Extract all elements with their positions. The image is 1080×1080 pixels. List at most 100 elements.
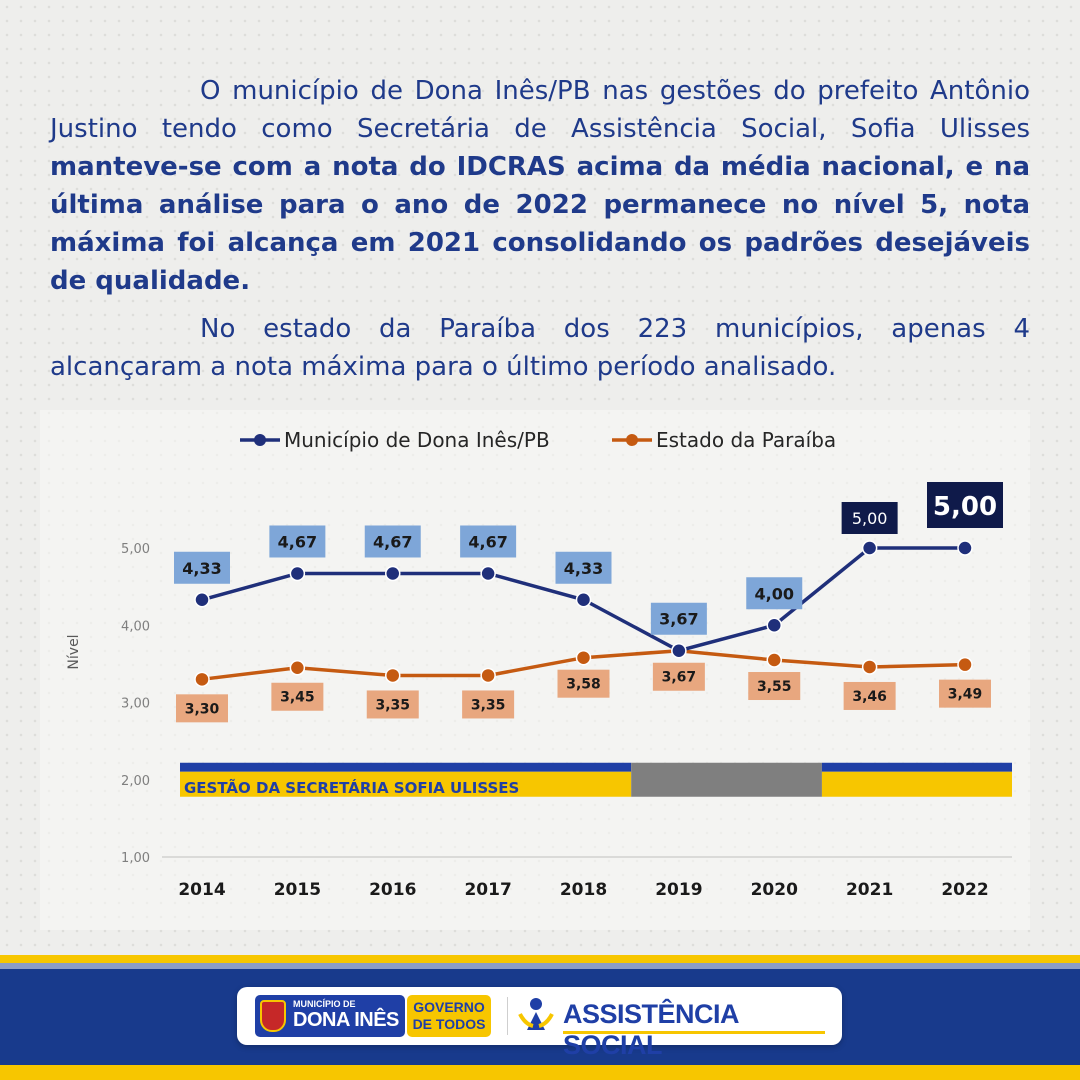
gestao-band-yellow-segment — [180, 771, 632, 797]
legend-municipio-marker — [254, 434, 266, 446]
intro-bold-text: manteve-se com a nota do IDCRAS acima da… — [50, 152, 1030, 296]
logo-divider — [507, 997, 508, 1035]
y-tick-label: 2,00 — [121, 774, 150, 789]
estado-label-box — [939, 679, 991, 708]
municipio-label-box — [555, 551, 612, 584]
footer-stripe-light — [0, 963, 1080, 969]
municipio-label-box — [746, 577, 803, 610]
estado-data-label: 3,46 — [852, 689, 887, 705]
x-tick-label: 2022 — [941, 880, 988, 900]
y-tick-label: 4,00 — [121, 619, 150, 634]
gestao-band-blue-segment — [180, 762, 632, 772]
municipio-series-point — [766, 617, 782, 633]
estado-label-box — [843, 681, 896, 710]
municipio-data-label: 5,00 — [852, 509, 888, 528]
municipio-data-label: 4,33 — [182, 559, 221, 578]
municipio-small-label: MUNICÍPIO DE — [293, 999, 356, 1009]
legend-estado-label: Estado da Paraíba — [656, 428, 836, 452]
footer-stripe — [0, 955, 1080, 963]
municipio-label-box — [269, 525, 326, 558]
x-tick-label: 2016 — [369, 880, 416, 900]
municipio-highlight-box — [841, 502, 898, 534]
estado-series-point — [194, 671, 210, 688]
logo-bar: MUNICÍPIO DE DONA INÊS GOVERNO DE TODOS … — [237, 987, 842, 1060]
gestao-band-gray-segment — [631, 762, 822, 797]
x-tick-label: 2017 — [464, 880, 511, 900]
estado-series-point — [289, 659, 306, 676]
municipio-series-point — [671, 642, 687, 659]
municipio-label-box — [650, 602, 707, 635]
estado-label-box — [557, 669, 610, 698]
municipio-data-label: 5,00 — [933, 492, 997, 522]
municipio-series-point — [289, 565, 306, 582]
intro-paragraph: O município de Dona Inês/PB nas gestões … — [50, 72, 1030, 300]
estado-data-label: 3,35 — [471, 697, 506, 713]
intro-text: O município de Dona Inês/PB nas gestões … — [50, 76, 1030, 144]
assistencia-underline — [563, 1031, 825, 1034]
state-text: No estado da Paraíba dos 223 municípios,… — [50, 314, 1030, 382]
governo-line1: GOVERNO — [413, 999, 485, 1015]
crest-icon — [260, 1000, 286, 1032]
municipio-label-box — [364, 525, 421, 558]
municipio-data-label: 4,67 — [278, 532, 317, 551]
legend-estado-marker — [626, 434, 638, 446]
estado-data-label: 3,58 — [566, 677, 601, 693]
idcras-chart: 1,00 2,00 3,00 4,00 5,00 Nível 2014 2015 2016 201… — [66, 428, 1012, 900]
municipio-series-point — [194, 592, 210, 608]
governo-logo: GOVERNO DE TODOS — [407, 995, 491, 1037]
estado-data-label: 3,67 — [662, 670, 697, 686]
legend-municipio-label: Município de Dona Inês/PB — [284, 428, 550, 452]
estado-label-box — [366, 690, 419, 719]
municipio-label-box — [460, 525, 517, 558]
municipio-series-point — [575, 592, 592, 608]
gestao-band-blue-segment — [821, 762, 1012, 772]
chart-area: 1,00 2,00 3,00 4,00 5,00 Nível 2014 2015 2016 201… — [40, 410, 1030, 930]
municipio-series-point — [480, 565, 496, 582]
assistencia-social-icon — [518, 998, 554, 1030]
estado-data-label: 3,35 — [375, 697, 410, 713]
estado-label-box — [748, 672, 801, 701]
estado-data-label: 3,45 — [280, 690, 315, 706]
governo-line2: DE TODOS — [412, 1016, 486, 1032]
y-tick-label: 3,00 — [121, 697, 150, 712]
municipio-data-label: 4,67 — [373, 532, 412, 551]
municipio-series-point — [385, 565, 401, 582]
municipio-logo: MUNICÍPIO DE DONA INÊS — [255, 995, 405, 1037]
municipio-data-label: 4,33 — [564, 559, 603, 578]
municipio-data-label: 4,67 — [468, 532, 507, 551]
y-tick-label: 1,00 — [121, 851, 150, 866]
y-tick-label: 5,00 — [121, 542, 150, 557]
x-tick-label: 2015 — [274, 880, 321, 900]
x-tick-label: 2018 — [560, 880, 607, 900]
municipio-data-label: 4,00 — [755, 584, 794, 603]
x-tick-label: 2014 — [178, 880, 225, 900]
estado-series-point — [957, 656, 973, 673]
estado-label-box — [652, 662, 705, 691]
municipio-highlight-box — [927, 482, 1003, 528]
estado-data-label: 3,55 — [757, 679, 792, 695]
municipio-series-point — [861, 540, 878, 556]
municipio-data-label: 3,67 — [659, 610, 698, 629]
gestao-band-yellow-segment — [821, 771, 1012, 797]
estado-series-point — [575, 649, 592, 666]
estado-series-point — [480, 667, 496, 684]
estado-label-box — [462, 690, 515, 719]
assistencia-social-label: ASSISTÊNCIA SOCIAL — [563, 999, 739, 1060]
x-tick-label: 2019 — [655, 880, 702, 900]
municipio-label-box — [174, 551, 230, 584]
gestao-band-label: GESTÃO DA SECRETÁRIA SOFIA ULISSES — [184, 778, 519, 797]
y-axis-label: Nível — [66, 634, 82, 669]
municipio-name: DONA INÊS — [293, 1009, 399, 1031]
estado-series-point — [766, 652, 782, 668]
footer-bottom-stripe — [0, 1065, 1080, 1080]
estado-series-point — [861, 659, 878, 675]
x-tick-label: 2020 — [751, 880, 798, 900]
estado-data-label: 3,49 — [948, 687, 983, 703]
estado-series-point — [385, 667, 401, 684]
state-paragraph: No estado da Paraíba dos 223 municípios,… — [50, 310, 1030, 386]
estado-label-box — [271, 682, 324, 711]
estado-data-label: 3,30 — [185, 701, 220, 717]
x-tick-label: 2021 — [846, 880, 893, 900]
municipio-series-point — [957, 540, 973, 556]
estado-label-box — [176, 694, 228, 723]
